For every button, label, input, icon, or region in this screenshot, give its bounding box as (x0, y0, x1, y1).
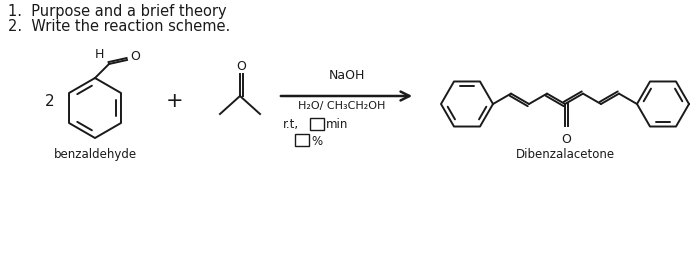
Text: 2: 2 (46, 93, 55, 109)
Text: 2.  Write the reaction scheme.: 2. Write the reaction scheme. (8, 19, 230, 34)
Bar (295, 134, 309, 146)
Text: min: min (326, 118, 349, 131)
Text: NaOH: NaOH (328, 69, 365, 82)
Text: H: H (94, 48, 104, 61)
Text: O: O (561, 133, 571, 146)
Text: O: O (130, 50, 140, 63)
Text: 1.  Purpose and a brief theory: 1. Purpose and a brief theory (8, 4, 227, 19)
Text: r.t,: r.t, (283, 118, 299, 131)
Text: benzaldehyde: benzaldehyde (53, 148, 136, 161)
Text: O: O (236, 60, 246, 73)
Text: +: + (166, 91, 184, 111)
Text: Dibenzalacetone: Dibenzalacetone (515, 148, 615, 161)
Text: %: % (311, 135, 322, 148)
Text: H₂O/ CH₃CH₂OH: H₂O/ CH₃CH₂OH (298, 101, 385, 111)
Bar (310, 118, 324, 130)
